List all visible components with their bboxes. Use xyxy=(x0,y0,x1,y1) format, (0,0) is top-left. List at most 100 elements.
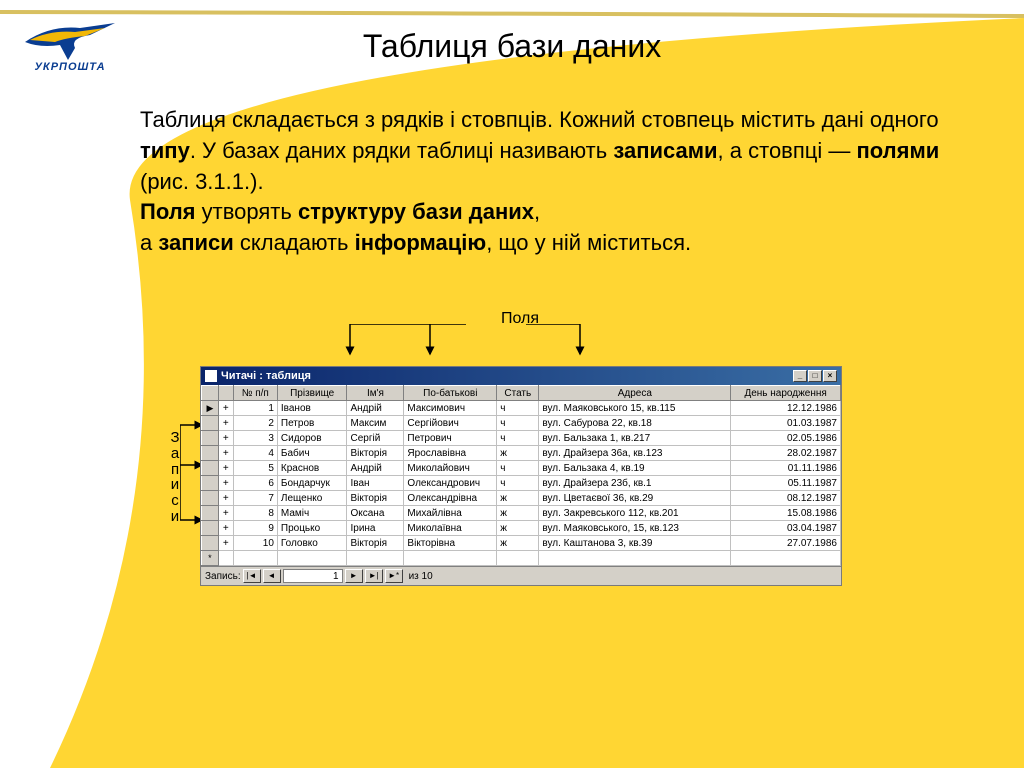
row-selector[interactable] xyxy=(202,506,219,521)
table-row[interactable]: +8МамічОксанаМихайлівнажвул. Закревськог… xyxy=(202,506,841,521)
row-selector[interactable]: ▶ xyxy=(202,401,219,416)
cell-num[interactable]: 9 xyxy=(233,521,277,536)
cell-lastname[interactable]: Сидоров xyxy=(277,431,347,446)
cell-sex[interactable]: ж xyxy=(497,446,539,461)
cell-sex[interactable]: ч xyxy=(497,476,539,491)
cell-patronymic[interactable]: Сергійович xyxy=(404,416,497,431)
cell-sex[interactable]: ч xyxy=(497,401,539,416)
cell-address[interactable]: вул. Драйзера 23б, кв.1 xyxy=(539,476,731,491)
cell-patronymic[interactable]: Михайлівна xyxy=(404,506,497,521)
cell-lastname[interactable]: Процько xyxy=(277,521,347,536)
data-grid[interactable]: № п/п Прізвище Ім'я По-батькові Стать Ад… xyxy=(201,385,841,566)
cell-firstname[interactable]: Оксана xyxy=(347,506,404,521)
cell-birthday[interactable]: 01.11.1986 xyxy=(731,461,841,476)
cell-birthday[interactable]: 03.04.1987 xyxy=(731,521,841,536)
cell-num[interactable]: 2 xyxy=(233,416,277,431)
row-selector[interactable] xyxy=(202,521,219,536)
table-row[interactable]: ▶+1ІвановАндрійМаксимовиччвул. Маяковськ… xyxy=(202,401,841,416)
cell-lastname[interactable]: Бабич xyxy=(277,446,347,461)
cell-address[interactable]: вул. Драйзера 36а, кв.123 xyxy=(539,446,731,461)
cell-num[interactable]: 5 xyxy=(233,461,277,476)
table-row[interactable]: +6БондарчукІванОлександровиччвул. Драйзе… xyxy=(202,476,841,491)
cell-address[interactable]: вул. Сабурова 22, кв.18 xyxy=(539,416,731,431)
cell-firstname[interactable]: Сергій xyxy=(347,431,404,446)
cell-address[interactable]: вул. Цветаєвої 36, кв.29 xyxy=(539,491,731,506)
cell-patronymic[interactable]: Миколайович xyxy=(404,461,497,476)
cell-num[interactable]: 7 xyxy=(233,491,277,506)
cell-firstname[interactable]: Іван xyxy=(347,476,404,491)
expand-button[interactable]: + xyxy=(218,521,233,536)
maximize-button[interactable]: □ xyxy=(808,370,822,382)
col-header-num[interactable]: № п/п xyxy=(233,386,277,401)
nav-first-button[interactable]: |◄ xyxy=(243,569,261,583)
cell-firstname[interactable]: Ірина xyxy=(347,521,404,536)
col-header-sex[interactable]: Стать xyxy=(497,386,539,401)
cell-lastname[interactable]: Головко xyxy=(277,536,347,551)
col-header-address[interactable]: Адреса xyxy=(539,386,731,401)
row-selector[interactable] xyxy=(202,461,219,476)
cell-sex[interactable]: ч xyxy=(497,416,539,431)
minimize-button[interactable]: _ xyxy=(793,370,807,382)
cell-address[interactable]: вул. Маяковського 15, кв.115 xyxy=(539,401,731,416)
cell-num[interactable]: 3 xyxy=(233,431,277,446)
expand-button[interactable]: + xyxy=(218,491,233,506)
expand-button[interactable]: + xyxy=(218,461,233,476)
cell-birthday[interactable]: 05.11.1987 xyxy=(731,476,841,491)
cell-lastname[interactable]: Бондарчук xyxy=(277,476,347,491)
cell-sex[interactable]: ж xyxy=(497,491,539,506)
table-row[interactable]: +3СидоровСергійПетровиччвул. Бальзака 1,… xyxy=(202,431,841,446)
expand-button[interactable]: + xyxy=(218,416,233,431)
col-header-birthday[interactable]: День народження xyxy=(731,386,841,401)
cell-address[interactable]: вул. Закревського 112, кв.201 xyxy=(539,506,731,521)
cell-patronymic[interactable]: Максимович xyxy=(404,401,497,416)
cell-patronymic[interactable]: Олександрівна xyxy=(404,491,497,506)
table-row[interactable]: +9ПроцькоІринаМиколаївнажвул. Маяковсько… xyxy=(202,521,841,536)
cell-sex[interactable]: ж xyxy=(497,536,539,551)
select-all-header[interactable] xyxy=(202,386,219,401)
table-row[interactable]: +7ЛещенкоВікторіяОлександрівнажвул. Цвет… xyxy=(202,491,841,506)
expand-button[interactable]: + xyxy=(218,446,233,461)
cell-birthday[interactable]: 12.12.1986 xyxy=(731,401,841,416)
row-selector[interactable] xyxy=(202,416,219,431)
new-record-row[interactable]: * xyxy=(202,551,841,566)
cell-sex[interactable]: ж xyxy=(497,506,539,521)
cell-lastname[interactable]: Краснов xyxy=(277,461,347,476)
cell-address[interactable]: вул. Бальзака 4, кв.19 xyxy=(539,461,731,476)
cell-patronymic[interactable]: Вікторівна xyxy=(404,536,497,551)
expand-button[interactable]: + xyxy=(218,401,233,416)
cell-patronymic[interactable]: Ярославівна xyxy=(404,446,497,461)
cell-address[interactable]: вул. Каштанова 3, кв.39 xyxy=(539,536,731,551)
cell-birthday[interactable]: 01.03.1987 xyxy=(731,416,841,431)
cell-birthday[interactable]: 15.08.1986 xyxy=(731,506,841,521)
row-selector[interactable] xyxy=(202,491,219,506)
col-header-firstname[interactable]: Ім'я xyxy=(347,386,404,401)
cell-lastname[interactable]: Маміч xyxy=(277,506,347,521)
cell-address[interactable]: вул. Бальзака 1, кв.217 xyxy=(539,431,731,446)
row-selector[interactable] xyxy=(202,476,219,491)
cell-sex[interactable]: ж xyxy=(497,521,539,536)
cell-birthday[interactable]: 27.07.1986 xyxy=(731,536,841,551)
expand-button[interactable]: + xyxy=(218,536,233,551)
row-selector[interactable] xyxy=(202,446,219,461)
nav-next-button[interactable]: ► xyxy=(345,569,363,583)
cell-lastname[interactable]: Петров xyxy=(277,416,347,431)
cell-birthday[interactable]: 02.05.1986 xyxy=(731,431,841,446)
cell-num[interactable]: 4 xyxy=(233,446,277,461)
cell-lastname[interactable]: Іванов xyxy=(277,401,347,416)
cell-sex[interactable]: ч xyxy=(497,431,539,446)
col-header-patronymic[interactable]: По-батькові xyxy=(404,386,497,401)
row-selector[interactable] xyxy=(202,536,219,551)
cell-birthday[interactable]: 08.12.1987 xyxy=(731,491,841,506)
cell-firstname[interactable]: Вікторія xyxy=(347,491,404,506)
table-row[interactable]: +10ГоловкоВікторіяВікторівнажвул. Каштан… xyxy=(202,536,841,551)
cell-patronymic[interactable]: Петрович xyxy=(404,431,497,446)
cell-num[interactable]: 8 xyxy=(233,506,277,521)
cell-firstname[interactable]: Андрій xyxy=(347,401,404,416)
nav-current-input[interactable] xyxy=(283,569,343,583)
col-header-lastname[interactable]: Прізвище xyxy=(277,386,347,401)
cell-sex[interactable]: ч xyxy=(497,461,539,476)
table-row[interactable]: +5КрасновАндрійМиколайовиччвул. Бальзака… xyxy=(202,461,841,476)
cell-num[interactable]: 1 xyxy=(233,401,277,416)
row-selector[interactable] xyxy=(202,431,219,446)
expand-button[interactable]: + xyxy=(218,431,233,446)
